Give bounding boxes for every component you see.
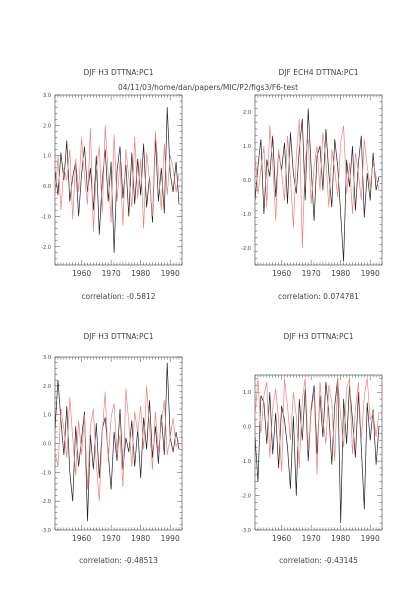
chart-panel-top-right: DJF ECH4 DTTNA:PC1 1960 1970 1980 1990 -2.0 -1… bbox=[241, 68, 383, 301]
x-tick-label: 1990 bbox=[161, 534, 180, 543]
y-tick-label: -1.0 bbox=[241, 212, 251, 218]
x-tick-label: 1990 bbox=[161, 269, 180, 278]
y-tick-label: -2.0 bbox=[241, 494, 251, 500]
series-line-black bbox=[255, 378, 380, 524]
x-tick-label: 1970 bbox=[102, 269, 121, 278]
plot-frame bbox=[254, 94, 383, 266]
y-tick-label: -3.0 bbox=[241, 528, 251, 534]
y-tick-label: 2.0 bbox=[243, 110, 251, 116]
chart-panel-bottom-left: DJF H3 DTTNA:PC1 1960 1970 1980 1990 -3.0 -2.0… bbox=[41, 332, 183, 565]
x-tick-label: 1970 bbox=[302, 269, 321, 278]
y-tick-label: 1.0 bbox=[243, 144, 251, 150]
y-tick-label: 1.0 bbox=[43, 154, 51, 160]
y-tick-label: -2.0 bbox=[241, 246, 251, 252]
y-tick-label: -3.0 bbox=[41, 528, 51, 534]
chart-panel-bottom-right: DJF H3 DTTNA:PC1 1960 1970 1980 1990 -3.0 -2.0… bbox=[241, 332, 383, 565]
series-line-black bbox=[55, 107, 180, 253]
series-line-black bbox=[255, 108, 380, 262]
series-line-red bbox=[55, 125, 180, 232]
y-tick-label: -2.0 bbox=[41, 499, 51, 505]
x-tick-label: 1980 bbox=[131, 269, 150, 278]
series-line-red bbox=[55, 385, 180, 502]
series-line-black bbox=[55, 362, 180, 522]
y-tick-label: 1.0 bbox=[43, 413, 51, 419]
chart-title: DJF H3 DTTNA:PC1 bbox=[84, 332, 154, 341]
y-tick-label: 0.0 bbox=[243, 178, 251, 184]
x-tick-label: 1990 bbox=[361, 269, 380, 278]
y-tick-label: -2.0 bbox=[41, 245, 51, 251]
x-tick-label: 1980 bbox=[331, 269, 350, 278]
chart-title: DJF H3 DTTNA:PC1 bbox=[84, 68, 154, 77]
y-tick-label: 2.0 bbox=[43, 384, 51, 390]
correlation-caption: correlation: -0.48513 bbox=[79, 556, 158, 565]
chart-panel-top-left: DJF H3 DTTNA:PC1 1960 1970 1980 1990 -2.0 -1.0… bbox=[41, 68, 183, 301]
page-header: 04/11/03/home/dan/papers/MIC/P2/figs3/F6… bbox=[118, 83, 298, 92]
chart-title: DJF ECH4 DTTNA:PC1 bbox=[279, 68, 359, 77]
x-tick-label: 1980 bbox=[331, 534, 350, 543]
correlation-caption: correlation: -0.5812 bbox=[81, 292, 155, 301]
y-tick-label: 0.0 bbox=[43, 184, 51, 190]
x-tick-label: 1960 bbox=[72, 534, 91, 543]
y-tick-label: 2.0 bbox=[43, 123, 51, 129]
plot-frame bbox=[254, 374, 383, 531]
x-tick-label: 1970 bbox=[302, 534, 321, 543]
y-tick-label: 1.0 bbox=[243, 390, 251, 396]
x-tick-label: 1980 bbox=[131, 534, 150, 543]
series-line-red bbox=[255, 118, 380, 249]
correlation-caption: correlation: 0.074781 bbox=[278, 292, 359, 301]
y-tick-label: 3.0 bbox=[43, 355, 51, 361]
y-tick-label: -1.0 bbox=[41, 470, 51, 476]
x-tick-label: 1960 bbox=[72, 269, 91, 278]
y-tick-label: -1.0 bbox=[241, 459, 251, 465]
series-line-red bbox=[255, 378, 380, 475]
x-tick-label: 1960 bbox=[272, 534, 291, 543]
y-tick-label: 0.0 bbox=[243, 425, 251, 431]
y-tick-label: 3.0 bbox=[43, 93, 51, 99]
x-tick-label: 1970 bbox=[102, 534, 121, 543]
correlation-caption: correlation: -0.43145 bbox=[279, 556, 358, 565]
y-tick-label: -1.0 bbox=[41, 214, 51, 220]
x-tick-label: 1990 bbox=[361, 534, 380, 543]
x-tick-label: 1960 bbox=[272, 269, 291, 278]
y-tick-label: 0.0 bbox=[43, 442, 51, 448]
chart-title: DJF H3 DTTNA:PC1 bbox=[284, 332, 354, 341]
